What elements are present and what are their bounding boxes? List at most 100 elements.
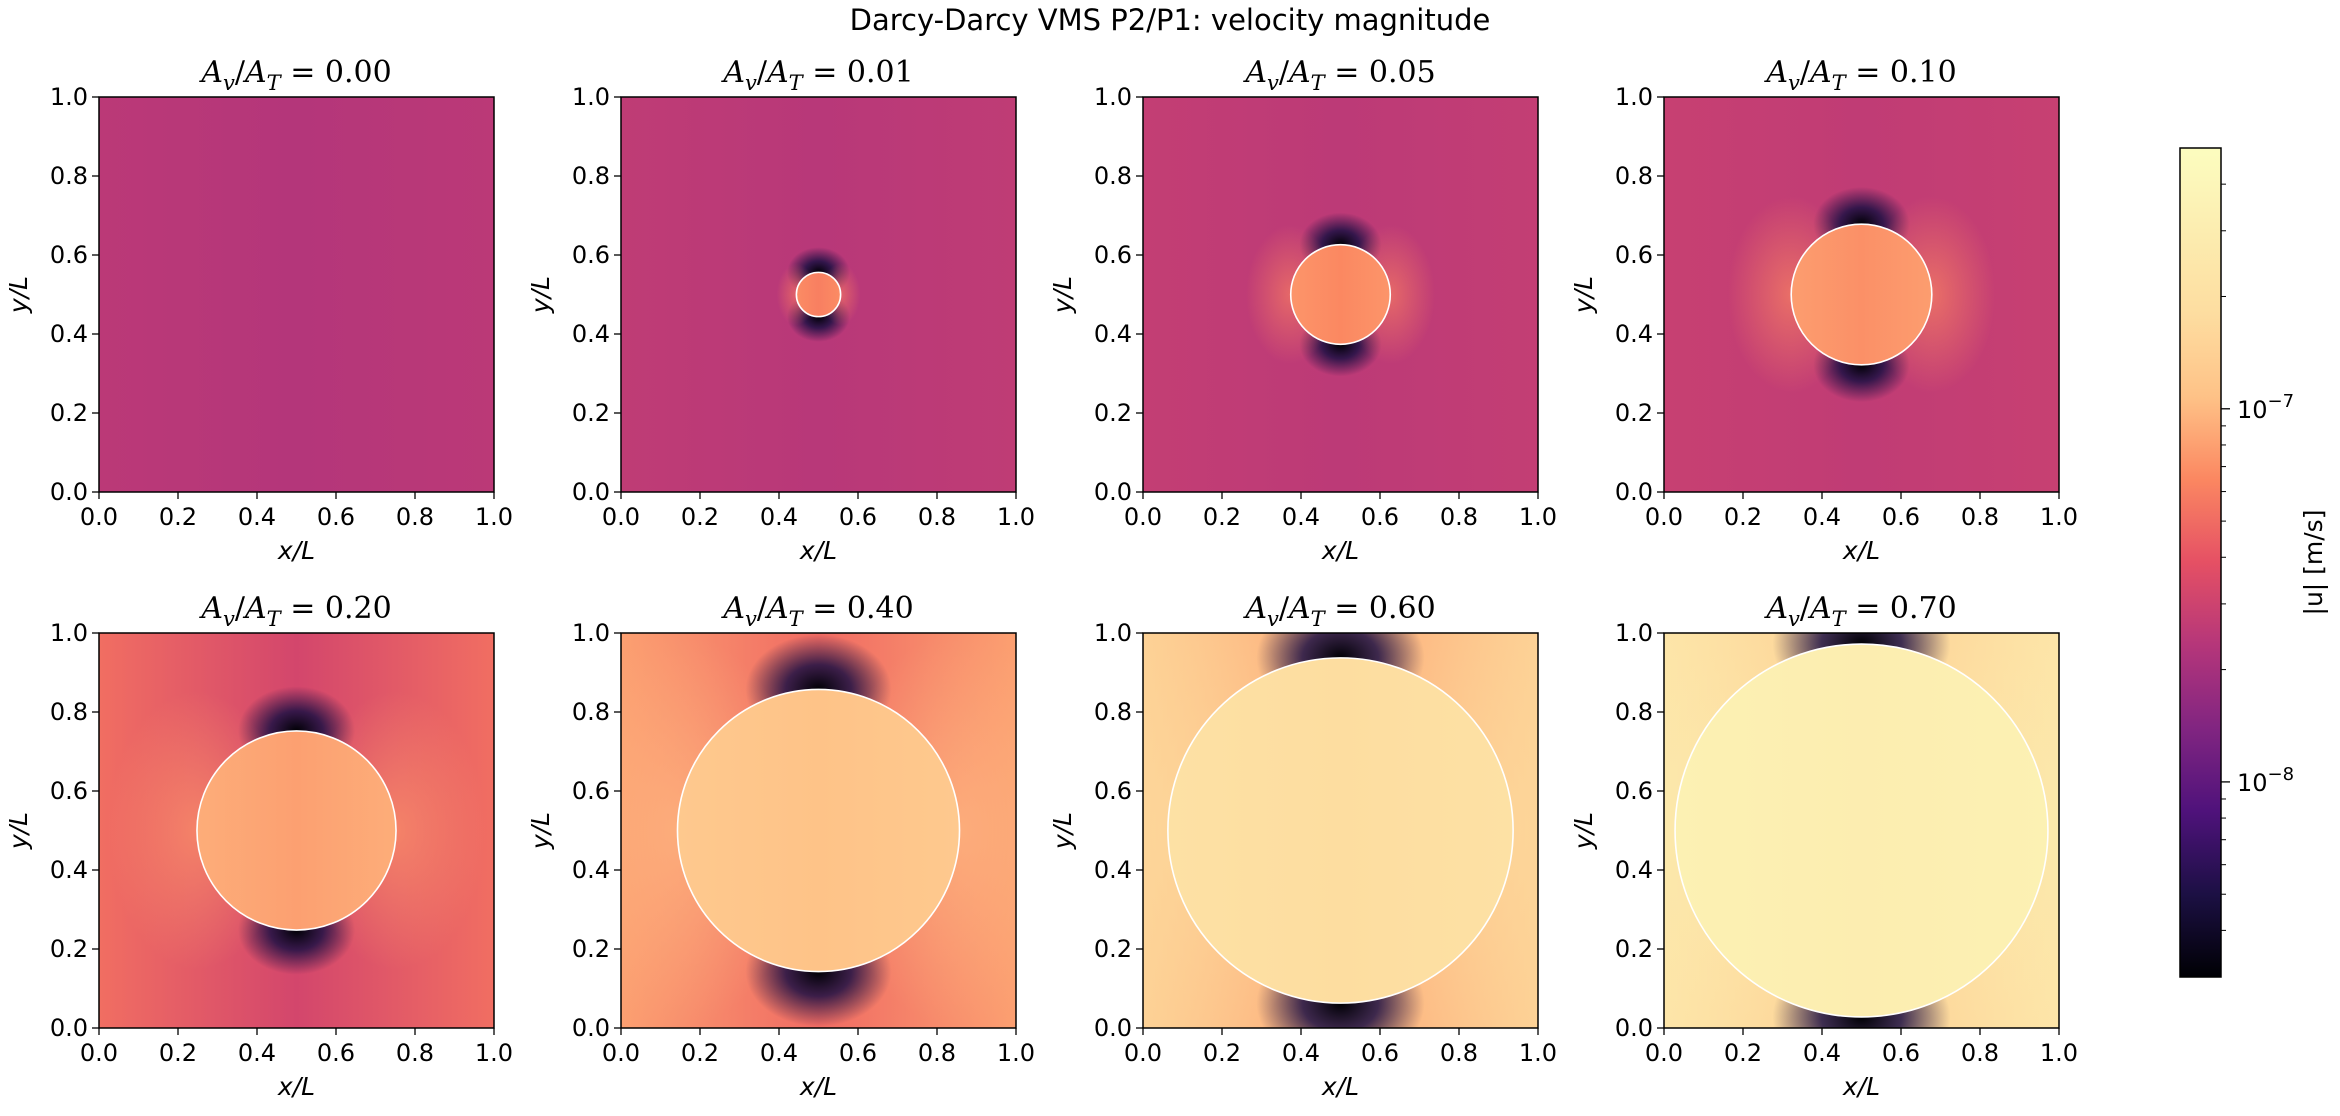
y-tick-label: 0.2 [1615, 399, 1653, 427]
y-axis-label: y/L [526, 276, 555, 314]
x-tick-label: 0.8 [1961, 503, 1999, 531]
x-tick-label: 1.0 [997, 1039, 1035, 1067]
axes-frame [1663, 632, 2060, 1029]
y-tick-label: 0.8 [572, 162, 610, 190]
velocity-field [621, 633, 1016, 1028]
y-tick-label: 1.0 [572, 619, 610, 647]
x-tick-label: 0.2 [1724, 503, 1762, 531]
x-tick-label: 0.2 [1203, 503, 1241, 531]
y-tick-label: 1.0 [50, 619, 88, 647]
y-axis-label: y/L [1569, 812, 1598, 850]
velocity-field [1664, 97, 2059, 492]
y-tick-label: 0.4 [572, 320, 610, 348]
velocity-field [99, 97, 494, 492]
heatmap-panel: 0.00.0 0.2 0.2 0.4 0.4 0.6 0.6 0.8 0.8 1.0 1.0 x/L y… [4, 55, 513, 565]
panel-title: Av/AT = 0.05 [1242, 55, 1435, 95]
x-axis-label: x/L [1842, 1072, 1880, 1101]
x-tick-label: 1.0 [1519, 1039, 1557, 1067]
x-tick-label: 0.4 [238, 1039, 276, 1067]
x-tick-label: 0.8 [918, 1039, 956, 1067]
y-tick-label: 0.6 [1615, 777, 1653, 805]
x-tick-label: 0.8 [1440, 1039, 1478, 1067]
x-tick-label: 0.4 [1282, 503, 1320, 531]
y-tick-label: 0.8 [50, 162, 88, 190]
velocity-field [1664, 633, 2059, 1028]
y-tick-label: 0.4 [572, 856, 610, 884]
x-tick-label: 0.6 [1361, 1039, 1399, 1067]
y-tick-label: 0.6 [50, 777, 88, 805]
y-tick-label: 0.4 [50, 856, 88, 884]
x-tick-label: 1.0 [997, 503, 1035, 531]
panel-title: Av/AT = 0.00 [198, 55, 391, 95]
y-tick-label: 0.2 [572, 399, 610, 427]
velocity-field [621, 97, 1016, 492]
x-tick-label: 1.0 [2040, 503, 2078, 531]
y-tick-label: 0.6 [572, 777, 610, 805]
x-axis-label: x/L [1842, 536, 1880, 565]
y-axis-label: y/L [526, 812, 555, 850]
x-tick-label: 0.4 [238, 503, 276, 531]
x-axis-label: x/L [1321, 536, 1359, 565]
x-tick-label: 0.0 [80, 503, 118, 531]
y-tick-label: 0.8 [1094, 698, 1132, 726]
y-tick-label: 0.6 [572, 241, 610, 269]
x-tick-label: 0.4 [760, 1039, 798, 1067]
x-tick-label: 0.2 [159, 1039, 197, 1067]
x-tick-label: 0.8 [396, 503, 434, 531]
y-axis-label: y/L [1569, 276, 1598, 314]
colorbar: 10−8 10−7 |u| [m/s] [2179, 147, 2328, 978]
y-tick-label: 1.0 [1615, 619, 1653, 647]
colorbar-tick-label: 10−8 [2237, 764, 2294, 797]
x-tick-label: 0.8 [396, 1039, 434, 1067]
x-tick-label: 0.2 [1203, 1039, 1241, 1067]
x-tick-label: 0.6 [839, 503, 877, 531]
y-axis-label: y/L [4, 276, 33, 314]
x-tick-label: 0.6 [317, 503, 355, 531]
x-axis-label: x/L [1321, 1072, 1359, 1101]
y-tick-label: 0.8 [1615, 162, 1653, 190]
x-tick-label: 0.6 [1882, 1039, 1920, 1067]
heatmap-panel: 0.00.0 0.2 0.2 0.4 0.4 0.6 0.6 0.8 0.8 1.0 1.0 x/L y… [1048, 55, 1557, 565]
y-tick-label: 0.4 [1615, 856, 1653, 884]
y-tick-label: 0.0 [572, 478, 610, 506]
heatmap-panel: 0.00.0 0.2 0.2 0.4 0.4 0.6 0.6 0.8 0.8 1.0 1.0 x/L y… [1048, 591, 1557, 1101]
y-tick-label: 0.8 [1094, 162, 1132, 190]
y-tick-label: 1.0 [572, 83, 610, 111]
x-tick-label: 0.6 [317, 1039, 355, 1067]
y-tick-label: 0.4 [1094, 320, 1132, 348]
x-axis-label: x/L [277, 536, 315, 565]
x-tick-label: 0.6 [1882, 503, 1920, 531]
y-tick-label: 0.4 [1094, 856, 1132, 884]
y-tick-label: 0.2 [572, 935, 610, 963]
x-tick-label: 1.0 [475, 503, 513, 531]
y-tick-label: 0.2 [50, 935, 88, 963]
velocity-field [1143, 633, 1538, 1028]
inclusion-interface [795, 271, 842, 318]
y-axis-label: y/L [1048, 812, 1077, 850]
x-tick-label: 0.4 [1803, 503, 1841, 531]
axes-frame [620, 96, 1017, 493]
x-tick-label: 0.8 [918, 503, 956, 531]
x-tick-label: 1.0 [475, 1039, 513, 1067]
y-tick-label: 0.0 [572, 1014, 610, 1042]
heatmap-panel: 0.00.0 0.2 0.2 0.4 0.4 0.6 0.6 0.8 0.8 1.0 1.0 x/L y… [4, 591, 513, 1101]
background-field [99, 97, 494, 492]
x-axis-label: x/L [799, 536, 837, 565]
inclusion-interface [1167, 657, 1514, 1004]
y-tick-label: 1.0 [1094, 83, 1132, 111]
figure-title: Darcy-Darcy VMS P2/P1: velocity magnitud… [850, 3, 1491, 37]
x-tick-label: 1.0 [2040, 1039, 2078, 1067]
velocity-field [99, 633, 494, 1028]
y-tick-label: 0.0 [1615, 1014, 1653, 1042]
x-tick-label: 0.2 [159, 503, 197, 531]
inclusion-interface [1790, 223, 1933, 366]
y-tick-label: 1.0 [1615, 83, 1653, 111]
panel-title: Av/AT = 0.10 [1763, 55, 1956, 95]
y-tick-label: 0.2 [50, 399, 88, 427]
panel-title: Av/AT = 0.01 [720, 55, 913, 95]
axes-frame [98, 632, 495, 1029]
x-tick-label: 0.0 [1645, 503, 1683, 531]
y-tick-label: 1.0 [1094, 619, 1132, 647]
y-tick-label: 0.4 [1615, 320, 1653, 348]
